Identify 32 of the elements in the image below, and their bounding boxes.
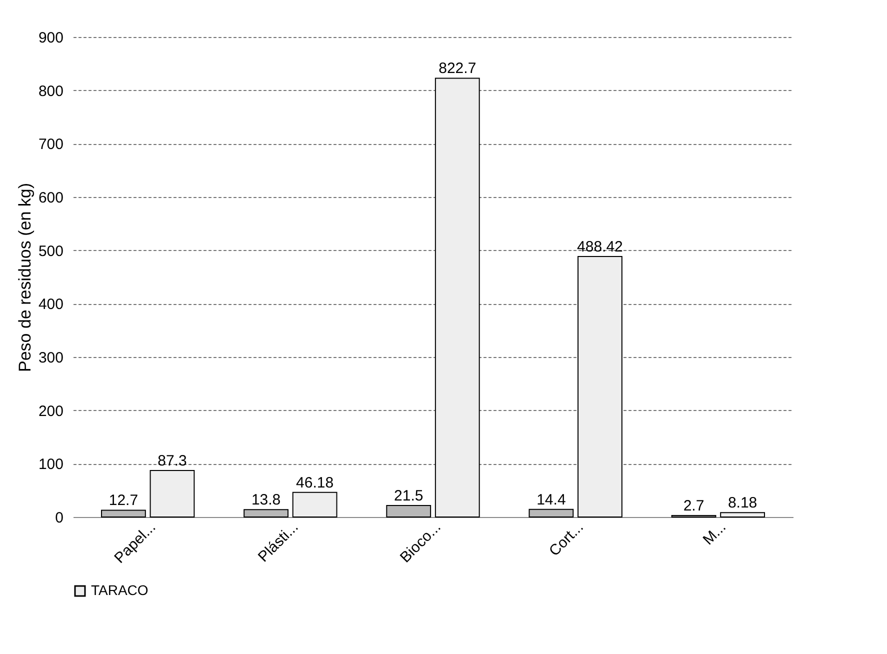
- y-tick-label: 500: [38, 242, 64, 260]
- y-tick-label: 600: [38, 190, 64, 206]
- bar: [292, 492, 338, 518]
- data-label: 12.7: [108, 492, 138, 510]
- bar: [244, 509, 288, 518]
- bar: [528, 508, 574, 518]
- bar: [720, 512, 765, 518]
- data-label: 46.18: [296, 474, 334, 492]
- bar: [386, 505, 432, 518]
- y-axis-title: Peso de residuos (en kg): [15, 183, 34, 372]
- y-tick-label: 800: [38, 82, 64, 100]
- y-tick-label: 100: [38, 456, 64, 474]
- data-label: 822.7: [438, 60, 476, 78]
- y-tick-label: 900: [38, 30, 64, 46]
- legend-label: TARACO: [91, 582, 148, 598]
- x-tick-label: M...: [700, 518, 730, 548]
- bar: [578, 256, 622, 518]
- data-label: 8.18: [728, 494, 758, 512]
- y-tick-label: 700: [38, 136, 64, 154]
- data-label: 488.42: [577, 238, 623, 256]
- bar: [150, 470, 195, 518]
- y-tick-label: 0: [55, 510, 64, 526]
- data-label: 13.8: [251, 492, 281, 509]
- bar: [101, 510, 146, 518]
- y-tick-label: 400: [38, 296, 64, 314]
- data-label: 2.7: [683, 498, 704, 515]
- y-tick-label: 200: [38, 402, 64, 420]
- data-label: 87.3: [158, 452, 187, 470]
- bar: [434, 78, 480, 518]
- y-tick-label: 300: [38, 350, 64, 366]
- data-label: 21.5: [394, 488, 424, 505]
- data-label: 14.4: [536, 491, 566, 508]
